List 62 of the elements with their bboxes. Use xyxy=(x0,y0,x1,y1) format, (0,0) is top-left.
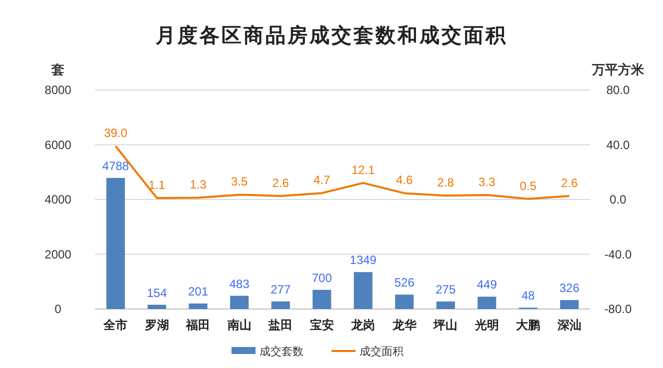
y-tick-label: 8000 xyxy=(44,83,72,97)
data-label: 483 xyxy=(229,276,250,291)
y2-tick-label: 40.0 xyxy=(606,138,630,152)
bar xyxy=(478,296,496,309)
chart-title: 月度各区商品房成交套数和成交面积 xyxy=(154,24,508,47)
legend-label: 成交面积 xyxy=(360,345,404,358)
data-label: 1.1 xyxy=(148,178,166,192)
data-label: 526 xyxy=(394,276,415,290)
data-label: 2.6 xyxy=(561,176,578,190)
y2-tick-label: 80.0 xyxy=(606,83,630,97)
x-tick-label: 全市 xyxy=(102,318,128,332)
data-label: 2.6 xyxy=(272,176,290,190)
data-label: 3.5 xyxy=(231,174,248,189)
bar xyxy=(395,294,414,309)
data-label: 1.3 xyxy=(190,178,207,192)
x-tick-label: 宝安 xyxy=(310,318,334,332)
data-label: 1349 xyxy=(350,253,377,268)
y-tick-label: 4000 xyxy=(44,192,72,206)
x-tick-label: 深汕 xyxy=(556,318,582,332)
bar xyxy=(271,301,290,309)
bar xyxy=(148,304,166,309)
x-tick-label: 南山 xyxy=(226,318,252,332)
y2-tick-label: -40.0 xyxy=(604,247,632,262)
bar xyxy=(106,178,125,309)
y-tick-label: 0 xyxy=(54,302,62,316)
data-label: 4788 xyxy=(102,158,130,173)
x-tick-label: 光明 xyxy=(474,318,499,332)
bar xyxy=(354,272,372,309)
x-tick-label: 坪山 xyxy=(432,318,458,332)
y-axis-title: 套 xyxy=(50,62,64,77)
bar xyxy=(312,290,332,309)
data-label: 4.6 xyxy=(396,173,414,188)
y2-tick-label: -80.0 xyxy=(604,302,632,316)
data-label: 201 xyxy=(188,284,208,298)
bar xyxy=(188,304,208,309)
data-label: 4.7 xyxy=(314,173,331,188)
x-tick-label: 盐田 xyxy=(268,318,293,332)
y-tick-label: 6000 xyxy=(44,138,72,152)
data-label: 39.0 xyxy=(104,126,128,140)
legend-label: 成交套数 xyxy=(260,345,304,358)
data-label: 0.5 xyxy=(520,178,537,193)
bar xyxy=(436,301,455,309)
data-label: 275 xyxy=(436,282,456,296)
data-label: 326 xyxy=(559,281,580,296)
y-tick-label: 2000 xyxy=(44,247,72,262)
data-label: 449 xyxy=(476,278,498,292)
data-label: 700 xyxy=(312,270,332,285)
data-label: 12.1 xyxy=(351,162,376,177)
x-tick-label: 龙岗 xyxy=(350,318,376,332)
x-tick-label: 罗湖 xyxy=(144,318,169,332)
y2-tick-label: 0.0 xyxy=(610,192,627,206)
bar xyxy=(230,296,249,309)
x-tick-label: 大鹏 xyxy=(516,318,540,332)
data-label: 3.3 xyxy=(478,174,496,189)
data-label: 48 xyxy=(521,288,536,303)
bar xyxy=(560,300,579,309)
data-label: 154 xyxy=(146,286,168,300)
data-label: 277 xyxy=(270,282,291,296)
x-tick-label: 龙华 xyxy=(391,318,418,332)
y2-axis-title: 万平方米 xyxy=(591,62,645,77)
data-label: 2.8 xyxy=(437,176,454,190)
x-tick-label: 福田 xyxy=(185,318,210,332)
